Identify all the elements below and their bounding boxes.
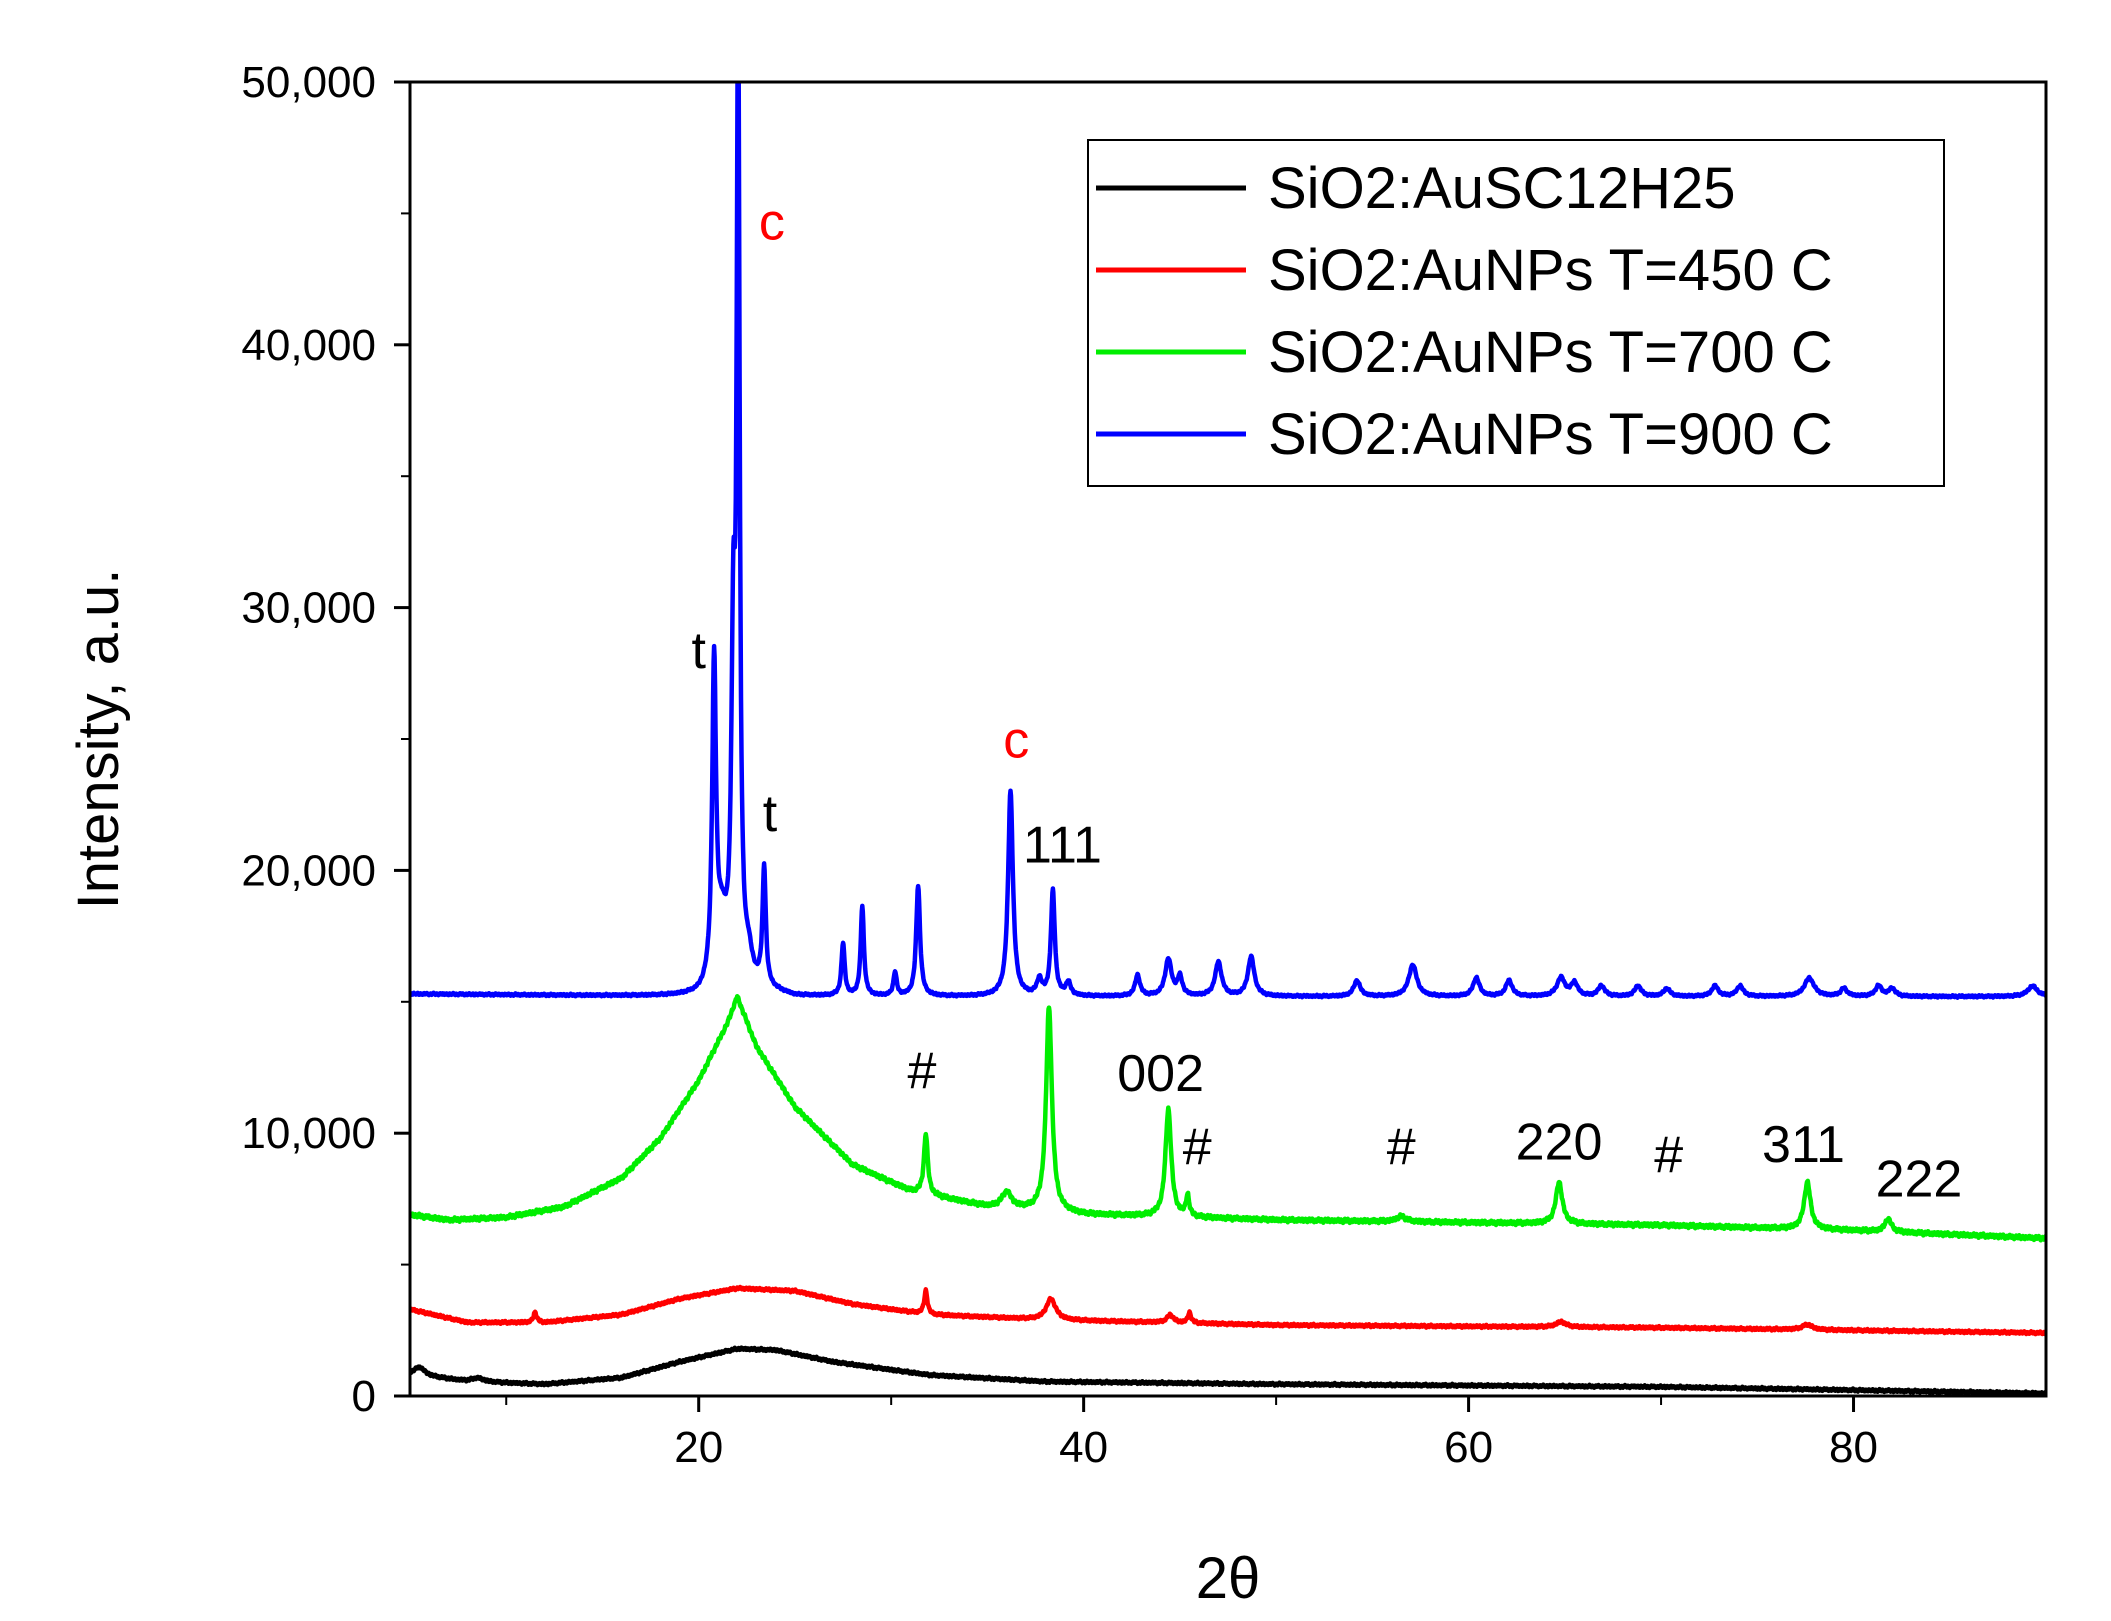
series-line-2 <box>410 993 2046 1243</box>
peak-annotation: t <box>691 622 706 680</box>
peak-annotation: 311 <box>1762 1116 1845 1174</box>
legend-label-3: SiO2:AuNPs T=900 C <box>1268 402 1833 467</box>
peak-annotation: # <box>908 1043 937 1101</box>
peak-annotation: t <box>763 785 778 843</box>
x-tick-label: 80 <box>1829 1423 1878 1472</box>
peak-annotation: # <box>1183 1119 1212 1177</box>
peak-annotation: c <box>1003 711 1029 769</box>
y-axis-title: Intensity, a.u. <box>66 569 131 910</box>
y-tick-label: 40,000 <box>241 321 376 370</box>
y-tick-label: 50,000 <box>241 58 376 107</box>
peak-annotation: 222 <box>1876 1150 1963 1208</box>
y-tick-label: 10,000 <box>241 1109 376 1158</box>
x-tick-label: 20 <box>674 1423 723 1472</box>
peak-annotation: 111 <box>1023 817 1102 875</box>
legend-label-0: SiO2:AuSC12H25 <box>1268 156 1735 221</box>
peak-annotation: 220 <box>1516 1113 1603 1171</box>
series-line-3 <box>410 82 2046 1000</box>
y-tick-label: 20,000 <box>241 846 376 895</box>
peak-annotation: c <box>759 194 785 252</box>
y-tick-label: 0 <box>352 1372 376 1421</box>
peak-annotations: c t t c 111 # 002 # #220 #311 222 <box>691 194 1962 1209</box>
peak-annotation: 002 <box>1117 1045 1204 1103</box>
x-tick-label: 40 <box>1059 1423 1108 1472</box>
legend: SiO2:AuSC12H25 SiO2:AuNPs T=450 C SiO2:A… <box>1087 139 1945 487</box>
peak-annotation: # <box>1387 1119 1416 1177</box>
series-layer <box>410 82 2046 1396</box>
y-tick-label: 30,000 <box>241 584 376 633</box>
legend-label-1: SiO2:AuNPs T=450 C <box>1268 238 1833 303</box>
series-line-1 <box>410 1284 2046 1337</box>
x-axis-title: 2θ <box>1196 1546 1261 1611</box>
peak-annotation: # <box>1654 1127 1683 1185</box>
series-line-0 <box>410 1345 2046 1396</box>
legend-box <box>1087 139 1945 487</box>
axis-ticks: 20 40 60 80 0 10,000 20,000 30,000 40,000 50,000 <box>241 58 1878 1472</box>
legend-label-2: SiO2:AuNPs T=700 C <box>1268 320 1833 385</box>
x-tick-label: 60 <box>1444 1423 1493 1472</box>
